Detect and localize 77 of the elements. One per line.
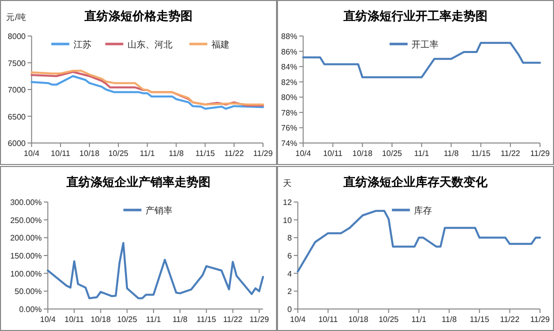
x-tick-label: 11/8: [172, 315, 188, 324]
x-tick-label: 10/11: [323, 149, 344, 158]
y-tick-label: 12: [282, 198, 292, 207]
y-tick-label: 150.00%: [10, 252, 42, 260]
x-tick-label: 10/18: [348, 315, 369, 324]
y-tick-label: 8000: [8, 32, 26, 41]
x-tick-label: 11/22: [500, 149, 521, 158]
x-tick-label: 10/11: [318, 315, 338, 324]
chart-title: 直纺涤短价格走势图: [84, 9, 192, 23]
x-tick-label: 11/1: [414, 149, 430, 158]
y-tick-label: 6: [287, 252, 292, 260]
x-tick-label: 11/8: [168, 149, 184, 158]
y-tick-label: 8: [287, 234, 292, 243]
y-tick-label: 86%: [281, 47, 298, 56]
legend-label: 产销率: [145, 206, 172, 216]
x-tick-label: 11/1: [146, 315, 162, 324]
x-tick-label: 10/18: [352, 149, 373, 158]
x-tick-label: 11/22: [224, 149, 244, 158]
y-tick-label: 78%: [281, 108, 298, 118]
chart-title: 直纺涤短行业开工率走势图: [342, 9, 488, 23]
y-tick-label: 300.00%: [10, 198, 42, 207]
x-tick-label: 11/29: [253, 149, 274, 158]
x-tick-label: 10/25: [382, 149, 403, 158]
x-tick-label: 11/22: [223, 315, 244, 324]
x-tick-label: 11/22: [500, 315, 520, 324]
x-tick-label: 10/18: [90, 315, 112, 324]
x-tick-label: 10/11: [50, 149, 71, 158]
x-tick-label: 10/25: [378, 315, 400, 324]
y-tick-label: 100.00%: [10, 269, 42, 278]
x-tick-label: 11/15: [470, 315, 490, 324]
y-tick-label: 6000: [8, 139, 26, 148]
x-tick-label: 10/18: [79, 149, 100, 158]
y-tick-label: 200.00%: [10, 234, 42, 243]
y-tick-label: 7000: [8, 86, 26, 94]
x-tick-label: 10/4: [290, 315, 306, 324]
y-tick-label: 80%: [281, 93, 298, 102]
legend-label: 开工率: [412, 40, 439, 50]
x-tick-label: 11/15: [196, 315, 217, 324]
line-series: [302, 42, 541, 78]
chart-title: 直纺涤短企业库存天数变化: [342, 175, 488, 189]
y-tick-label: 2: [287, 287, 292, 296]
line-series: [46, 242, 264, 300]
y-tick-label: 10: [282, 216, 292, 225]
x-tick-label: 10/25: [117, 315, 138, 324]
x-tick-label: 11/8: [442, 315, 458, 324]
x-tick-label: 10/25: [108, 149, 129, 158]
y-tick-label: 88%: [281, 32, 298, 41]
x-tick-label: 11/29: [250, 315, 270, 324]
y-tick-label: 74%: [281, 139, 298, 148]
x-tick-label: 11/29: [530, 149, 550, 158]
x-tick-label: 11/15: [471, 149, 492, 158]
x-tick-label: 10/11: [64, 315, 84, 324]
y-tick-label: 0: [287, 305, 292, 314]
x-tick-label: 11/29: [530, 315, 550, 324]
x-tick-label: 11/8: [444, 149, 460, 158]
x-tick-label: 10/4: [40, 315, 56, 324]
legend-label: 福建: [211, 40, 230, 50]
y-axis-title: 天: [283, 178, 292, 188]
x-tick-label: 10/4: [24, 149, 40, 158]
y-tick-label: 0.00%: [19, 305, 42, 314]
y-tick-label: 250.00%: [10, 216, 42, 225]
y-tick-label: 76%: [281, 124, 298, 133]
x-tick-label: 11/1: [140, 149, 156, 158]
legend-label: 山东、河北: [127, 40, 172, 50]
legend-label: 库存: [414, 206, 432, 216]
y-tick-label: 84%: [281, 62, 298, 72]
y-tick-label: 6500: [8, 112, 26, 122]
y-axis-title: 元/吨: [6, 12, 26, 22]
y-tick-label: 7500: [8, 58, 26, 68]
chart-title: 直纺涤短企业产销率走势图: [66, 175, 210, 189]
x-tick-label: 10/4: [295, 149, 312, 158]
y-tick-label: 50.00%: [14, 287, 42, 296]
y-tick-label: 82%: [281, 78, 298, 87]
y-tick-label: 4: [287, 269, 292, 278]
x-tick-label: 11/15: [195, 149, 216, 158]
legend-label: 江苏: [73, 40, 92, 50]
x-tick-label: 11/1: [411, 315, 427, 324]
